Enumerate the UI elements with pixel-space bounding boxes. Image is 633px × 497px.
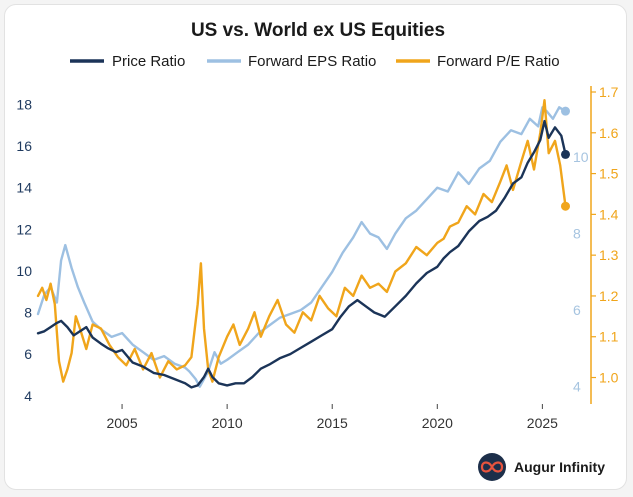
- legend: Price Ratio Forward EPS Ratio Forward P/…: [70, 53, 560, 70]
- legend-label-forward-pe-ratio: Forward P/E Ratio: [437, 53, 560, 70]
- series-end-marker-price-ratio: [560, 149, 570, 159]
- middle-tick-label: 8: [573, 226, 581, 242]
- x-axis: 2005 2010 2015 2020 2025: [106, 404, 558, 431]
- right-tick-label: 1.7: [599, 84, 619, 100]
- left-tick-label: 8: [24, 305, 32, 321]
- left-tick-label: 4: [24, 388, 32, 404]
- legend-label-price-ratio: Price Ratio: [112, 53, 185, 70]
- middle-tick-label: 4: [573, 379, 581, 395]
- series-line-forward-eps-ratio: [36, 106, 567, 388]
- chart-title: US vs. World ex US Equities: [191, 20, 445, 41]
- left-tick-label: 6: [24, 346, 32, 362]
- chart-card: [4, 4, 627, 490]
- right-axis: 1.0 1.1 1.2 1.3 1.4 1.5 1.6 1.7: [591, 84, 619, 386]
- left-tick-label: 16: [16, 138, 32, 154]
- right-tick-label: 1.4: [599, 206, 619, 222]
- left-tick-label: 10: [16, 263, 32, 279]
- series-line-price-ratio: [36, 119, 567, 389]
- left-tick-label: 14: [16, 180, 32, 196]
- right-tick-label: 1.1: [599, 329, 619, 345]
- x-tick-label: 2015: [317, 415, 348, 431]
- left-tick-label: 12: [16, 221, 32, 237]
- left-axis: 4 6 8 10 12 14 16 18: [16, 96, 32, 403]
- series-line-forward-p-e-ratio: [36, 98, 567, 383]
- brand: Augur Infinity: [478, 453, 605, 481]
- middle-tick-label: 6: [573, 302, 581, 318]
- x-tick-label: 2005: [106, 415, 137, 431]
- left-tick-label: 18: [16, 96, 32, 112]
- x-tick-label: 2020: [422, 415, 453, 431]
- series-end-marker-forward-p-e-ratio: [560, 201, 570, 211]
- right-tick-label: 1.0: [599, 370, 619, 386]
- right-tick-label: 1.6: [599, 125, 619, 141]
- middle-tick-label: 10: [573, 149, 589, 165]
- infinity-glyph: [480, 461, 504, 473]
- x-tick-label: 2010: [212, 415, 243, 431]
- right-tick-label: 1.5: [599, 166, 619, 182]
- x-tick-label: 2025: [527, 415, 558, 431]
- right-tick-label: 1.3: [599, 247, 619, 263]
- brand-name: Augur Infinity: [514, 459, 605, 475]
- series-layer: [36, 98, 570, 389]
- middle-axis: 4 6 8 10: [573, 149, 589, 395]
- right-tick-label: 1.2: [599, 288, 619, 304]
- series-end-marker-forward-eps-ratio: [560, 106, 570, 116]
- legend-label-forward-eps-ratio: Forward EPS Ratio: [248, 53, 376, 70]
